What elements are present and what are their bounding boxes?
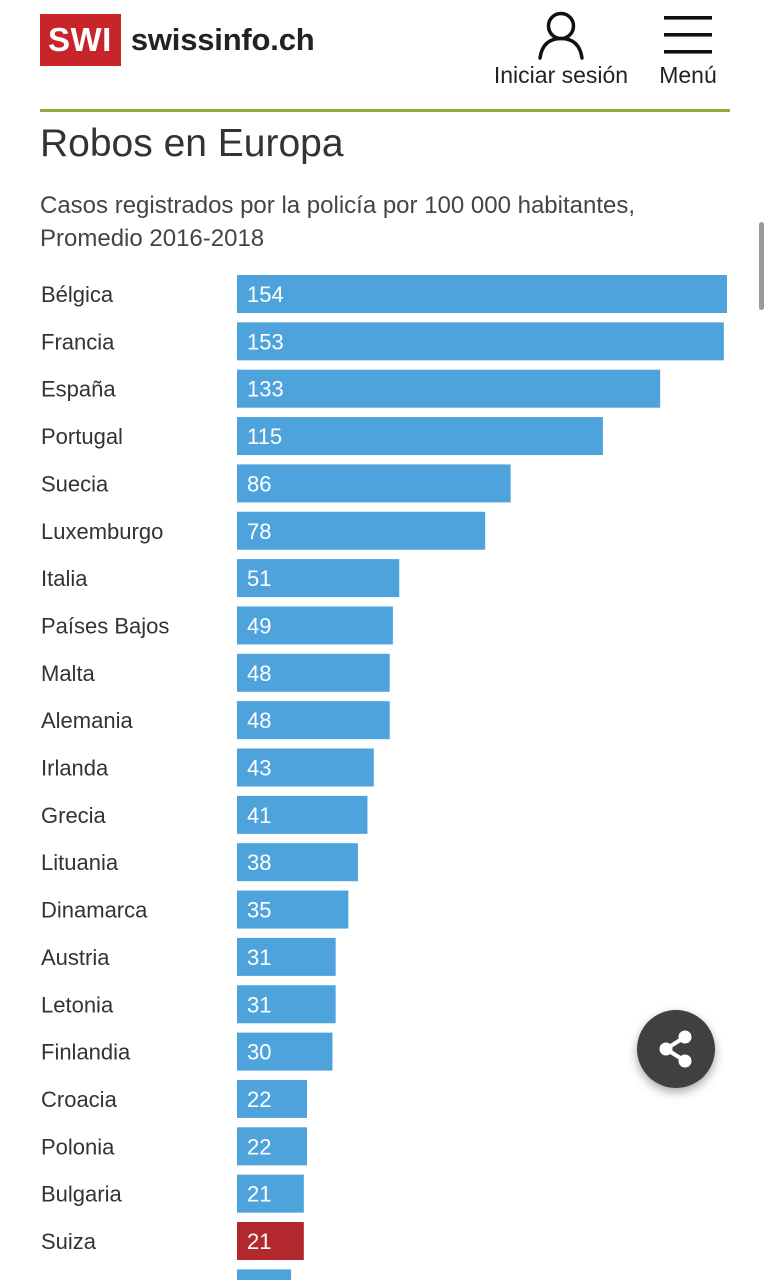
login-button[interactable]: Iniciar sesión	[478, 10, 644, 89]
value-label: 35	[247, 898, 271, 923]
bar	[237, 1174, 304, 1213]
category-label: Letonia	[41, 992, 114, 1017]
hamburger-menu-icon	[664, 16, 712, 54]
bar	[237, 890, 349, 929]
category-label: Finlandia	[41, 1040, 131, 1065]
category-label: Portugal	[41, 424, 123, 449]
share-icon	[659, 1030, 692, 1068]
bar	[237, 369, 661, 408]
bar	[237, 748, 374, 787]
category-label: Grecia	[41, 803, 107, 828]
bar	[237, 275, 727, 313]
value-label: 49	[247, 613, 271, 638]
bar	[237, 843, 358, 882]
category-label: Malta	[41, 661, 96, 686]
value-label: 22	[247, 1134, 271, 1159]
value-label: 22	[247, 1087, 271, 1112]
menu-label: Menú	[659, 62, 717, 88]
category-label: Polonia	[41, 1134, 115, 1159]
category-label: Irlanda	[41, 756, 109, 781]
bar	[237, 701, 390, 740]
bar	[237, 1222, 304, 1260]
category-label: Austria	[41, 945, 110, 970]
value-label: 21	[247, 1182, 271, 1207]
bar	[237, 985, 336, 1024]
swissinfo-logo[interactable]: SWI swissinfo.ch	[40, 14, 315, 66]
category-label: Suecia	[41, 471, 109, 496]
value-label: 115	[247, 424, 282, 449]
bar	[237, 1127, 307, 1166]
category-label: Italia	[41, 566, 88, 591]
value-label: 43	[247, 756, 271, 781]
logo-badge: SWI	[40, 14, 121, 66]
category-label: Alemania	[41, 708, 133, 733]
scrollbar[interactable]	[759, 222, 764, 310]
value-label: 154	[247, 282, 284, 307]
value-label: 153	[247, 329, 284, 354]
bar	[237, 417, 603, 456]
value-label: 78	[247, 519, 271, 544]
value-label: 38	[247, 850, 271, 875]
bar	[237, 559, 400, 598]
value-label: 86	[247, 471, 271, 496]
value-label: 51	[247, 566, 271, 591]
share-button[interactable]	[637, 1010, 715, 1088]
login-label: Iniciar sesión	[493, 62, 629, 88]
bar	[237, 1032, 333, 1071]
value-label: 30	[247, 1040, 271, 1065]
value-label: 48	[247, 708, 271, 733]
value-label: 21	[247, 1229, 271, 1254]
value-label: 48	[247, 661, 271, 686]
category-label: Suiza	[41, 1229, 97, 1254]
user-icon	[538, 11, 584, 60]
logo-text: swissinfo.ch	[130, 22, 315, 57]
bar	[237, 795, 368, 834]
category-label: Lituania	[41, 850, 119, 875]
category-label: Países Bajos	[41, 613, 169, 638]
category-label: Croacia	[41, 1087, 118, 1112]
category-label: Bélgica	[41, 282, 114, 307]
category-label: Francia	[41, 329, 115, 354]
bar-partial	[237, 1269, 292, 1280]
bar	[237, 606, 393, 645]
site-header: SWI swissinfo.ch Iniciar sesión Menú	[0, 0, 769, 112]
value-label: 31	[247, 945, 271, 970]
category-label: España	[41, 377, 116, 402]
menu-button[interactable]: Menú	[650, 10, 726, 89]
category-label: Luxemburgo	[41, 519, 163, 544]
value-label: 41	[247, 803, 271, 828]
chart-title: Robos en Europa	[40, 122, 344, 165]
bar	[237, 322, 724, 361]
category-label: Bulgaria	[41, 1182, 122, 1207]
value-label: 31	[247, 992, 271, 1017]
category-label: Dinamarca	[41, 898, 148, 923]
bar	[237, 653, 390, 692]
chart-subtitle: Casos registrados por la policía por 100…	[40, 192, 636, 252]
bar	[237, 937, 336, 976]
bar	[237, 464, 511, 503]
bar	[237, 1079, 307, 1118]
header-divider	[40, 109, 730, 112]
value-label: 133	[247, 377, 284, 402]
bar	[237, 511, 486, 550]
